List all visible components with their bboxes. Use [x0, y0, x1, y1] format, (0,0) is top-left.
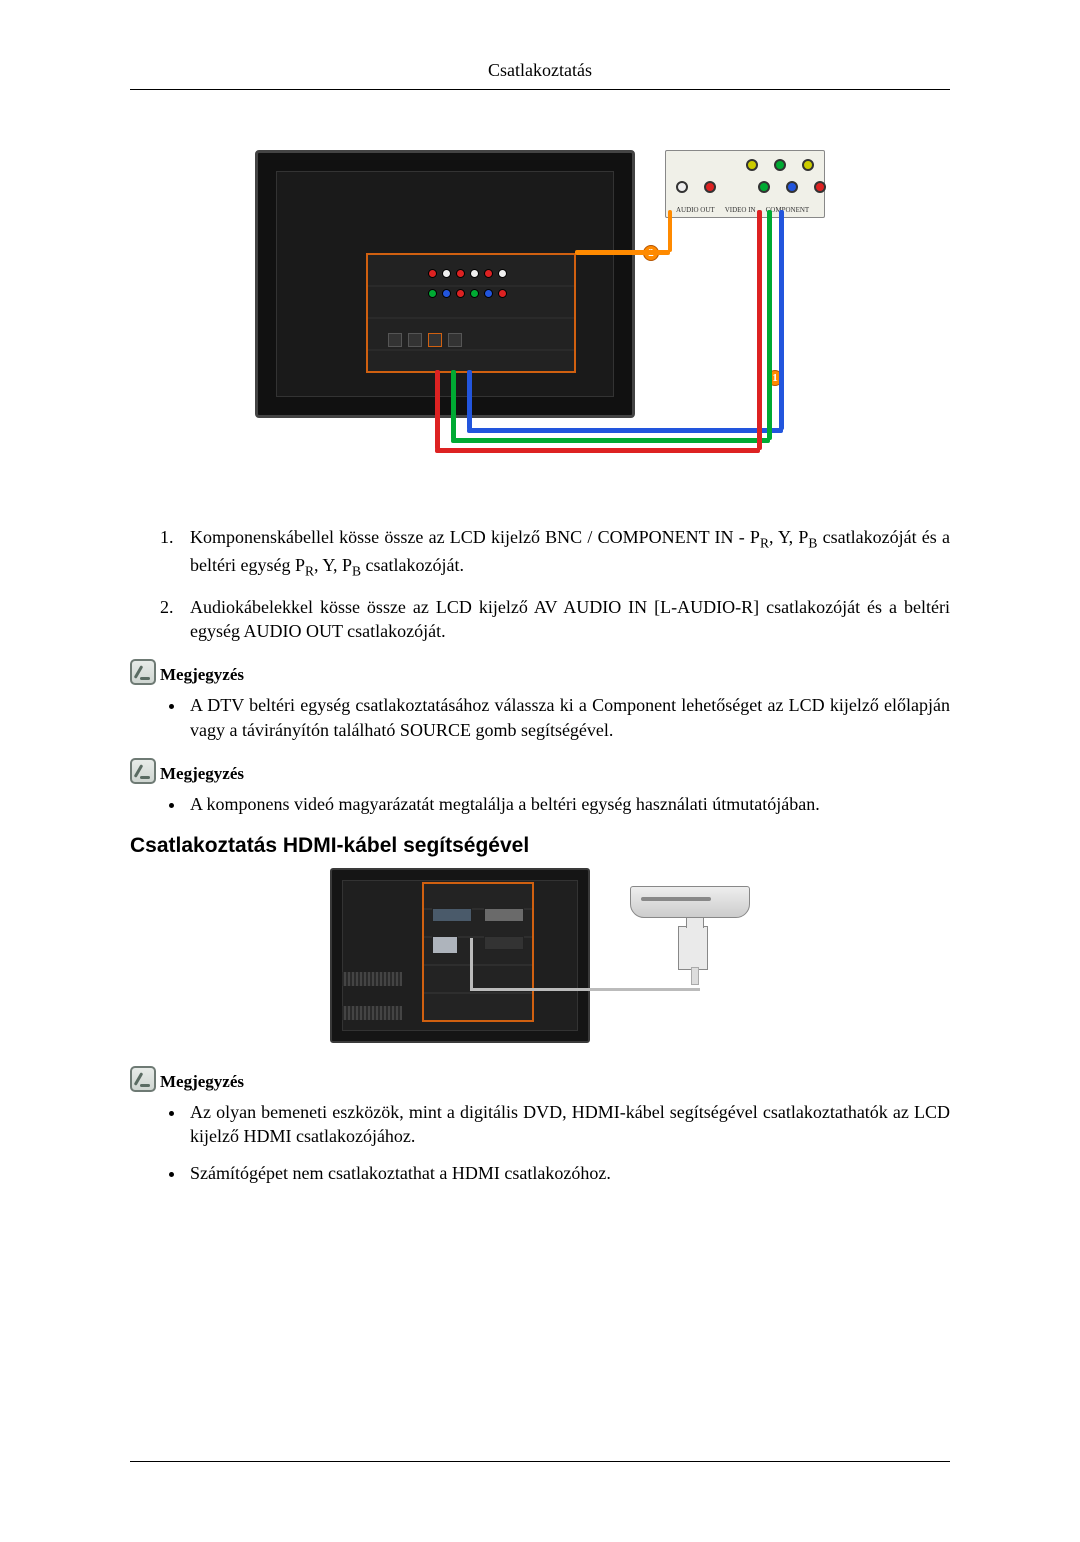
page-header: Csatlakoztatás — [130, 60, 950, 89]
hdmi-section-heading: Csatlakoztatás HDMI-kábel segítségével — [130, 834, 950, 858]
note-heading-3: Megjegyzés — [130, 1066, 950, 1092]
hdmi-cable — [470, 988, 700, 991]
component-cable-red — [435, 370, 440, 450]
tv2-back-illustration — [330, 868, 590, 1043]
note-heading-2: Megjegyzés — [130, 758, 950, 784]
note-icon — [130, 1066, 156, 1092]
hdmi-plug-illustration — [678, 926, 708, 970]
step-2: Audiokábelekkel kösse össze az LCD kijel… — [178, 595, 950, 644]
note-heading-1: Megjegyzés — [130, 659, 950, 685]
note-3-list: Az olyan bemeneti eszközök, mint a digit… — [130, 1100, 950, 1185]
hdmi-connection-diagram — [130, 868, 950, 1048]
component-cable-blue — [467, 370, 472, 430]
header-rule — [130, 89, 950, 90]
stbox-label-component: COMPONENT — [766, 206, 810, 214]
note-1-bullet-1: A DTV beltéri egység csatlakoztatásához … — [186, 693, 950, 742]
note-icon — [130, 758, 156, 784]
dvd-player-illustration — [630, 886, 750, 918]
note-label: Megjegyzés — [160, 665, 244, 685]
note-2-list: A komponens videó magyarázatát megtalálj… — [130, 792, 950, 816]
tv-connector-panel — [366, 253, 576, 373]
component-connection-diagram: AUDIO OUT VIDEO IN COMPONENT 2 1 — [130, 150, 950, 475]
note-3-bullet-1: Az olyan bemeneti eszközök, mint a digit… — [186, 1100, 950, 1149]
tv-back-illustration — [255, 150, 635, 418]
note-1-list: A DTV beltéri egység csatlakoztatásához … — [130, 693, 950, 742]
stbox-label-video-in: VIDEO IN — [725, 206, 756, 214]
connection-steps-list: Komponenskábellel kösse össze az LCD kij… — [130, 525, 950, 643]
stbox-label-audio-out: AUDIO OUT — [676, 206, 715, 214]
tv2-connector-panel — [422, 882, 534, 1022]
footer-rule — [130, 1461, 950, 1462]
component-cable-green — [451, 370, 456, 440]
note-2-bullet-1: A komponens videó magyarázatát megtalálj… — [186, 792, 950, 816]
note-icon — [130, 659, 156, 685]
step-1: Komponenskábellel kösse össze az LCD kij… — [178, 525, 950, 581]
note-label: Megjegyzés — [160, 764, 244, 784]
set-top-box-illustration: AUDIO OUT VIDEO IN COMPONENT — [665, 150, 825, 218]
note-3-bullet-2: Számítógépet nem csatlakoztathat a HDMI … — [186, 1161, 950, 1185]
note-label: Megjegyzés — [160, 1072, 244, 1092]
